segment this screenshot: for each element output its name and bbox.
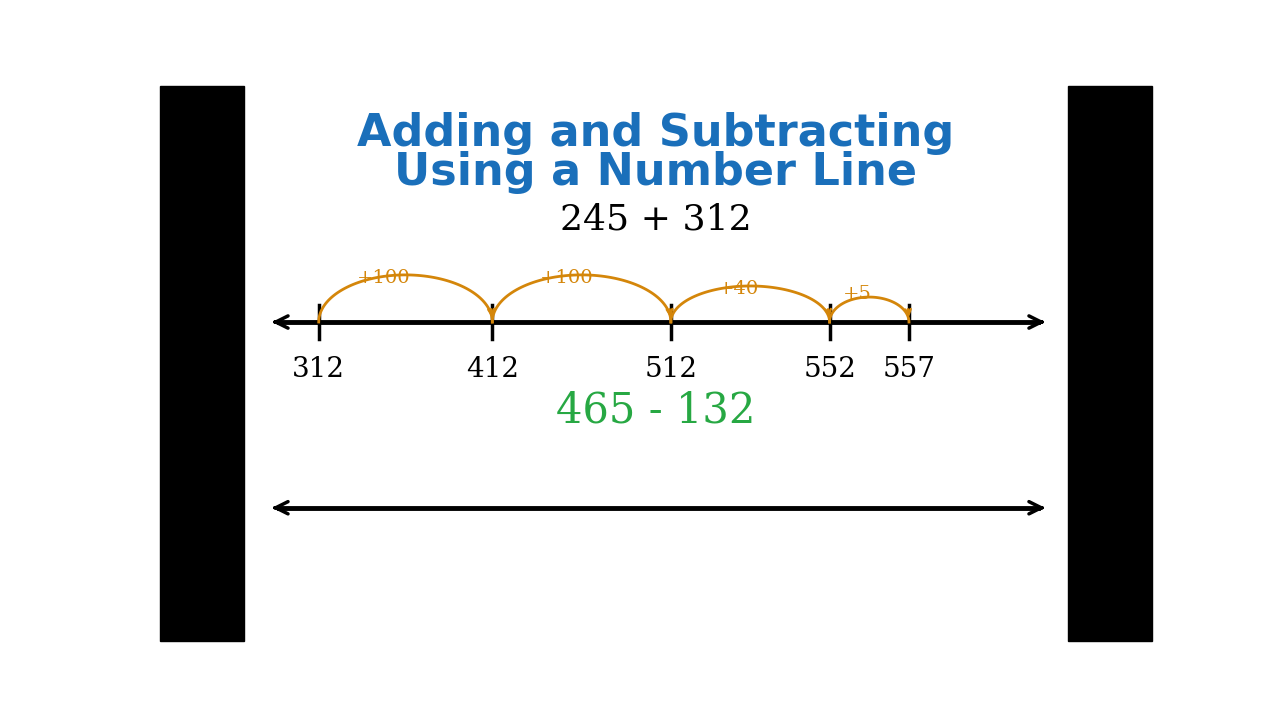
Text: Using a Number Line: Using a Number Line bbox=[394, 150, 918, 194]
Text: 412: 412 bbox=[466, 356, 518, 382]
Text: 245 + 312: 245 + 312 bbox=[561, 202, 751, 236]
Text: 552: 552 bbox=[803, 356, 856, 382]
Text: +5: +5 bbox=[844, 285, 872, 303]
Text: 557: 557 bbox=[882, 356, 936, 382]
Bar bbox=[160, 86, 244, 641]
Text: +100: +100 bbox=[356, 269, 410, 287]
Text: Adding and Subtracting: Adding and Subtracting bbox=[357, 112, 955, 155]
Text: 312: 312 bbox=[292, 356, 346, 382]
Text: 512: 512 bbox=[644, 356, 698, 382]
Text: 465 - 132: 465 - 132 bbox=[557, 390, 755, 432]
Text: +100: +100 bbox=[540, 269, 594, 287]
Text: +40: +40 bbox=[718, 280, 759, 298]
Bar bbox=[1068, 86, 1152, 641]
